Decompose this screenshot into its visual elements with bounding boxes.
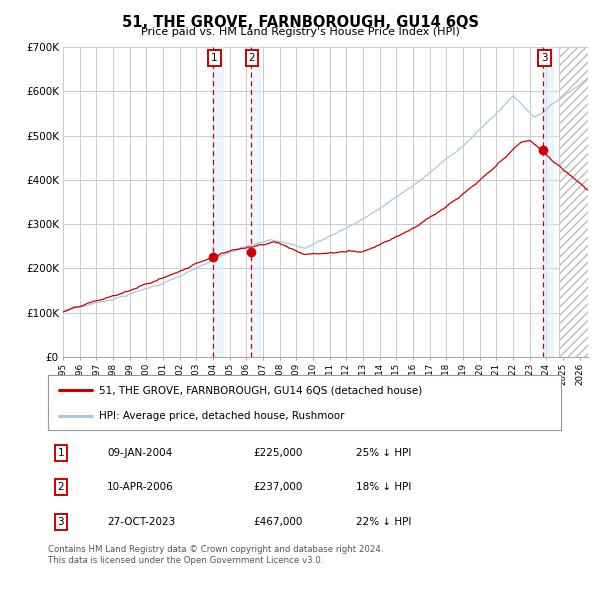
Text: 09-JAN-2004: 09-JAN-2004 — [107, 448, 172, 458]
Bar — [214, 47, 223, 357]
Text: 10-APR-2006: 10-APR-2006 — [107, 483, 174, 492]
Text: HPI: Average price, detached house, Rushmoor: HPI: Average price, detached house, Rush… — [100, 411, 345, 421]
Text: Contains HM Land Registry data © Crown copyright and database right 2024.
This d: Contains HM Land Registry data © Crown c… — [48, 545, 383, 565]
Text: £467,000: £467,000 — [253, 517, 302, 527]
Text: 1: 1 — [58, 448, 64, 458]
Text: 18% ↓ HPI: 18% ↓ HPI — [356, 483, 411, 492]
Bar — [544, 47, 553, 357]
Text: 3: 3 — [58, 517, 64, 527]
Text: 51, THE GROVE, FARNBOROUGH, GU14 6QS: 51, THE GROVE, FARNBOROUGH, GU14 6QS — [121, 15, 479, 30]
Bar — [559, 47, 588, 357]
Text: 25% ↓ HPI: 25% ↓ HPI — [356, 448, 411, 458]
Text: 22% ↓ HPI: 22% ↓ HPI — [356, 517, 411, 527]
Text: Price paid vs. HM Land Registry's House Price Index (HPI): Price paid vs. HM Land Registry's House … — [140, 27, 460, 37]
Text: £237,000: £237,000 — [253, 483, 302, 492]
Bar — [251, 47, 260, 357]
Text: 3: 3 — [541, 53, 548, 63]
Text: £225,000: £225,000 — [253, 448, 302, 458]
Text: 2: 2 — [58, 483, 64, 492]
Text: 1: 1 — [211, 53, 218, 63]
Text: 2: 2 — [248, 53, 255, 63]
Text: 51, THE GROVE, FARNBOROUGH, GU14 6QS (detached house): 51, THE GROVE, FARNBOROUGH, GU14 6QS (de… — [100, 385, 422, 395]
Text: 27-OCT-2023: 27-OCT-2023 — [107, 517, 175, 527]
